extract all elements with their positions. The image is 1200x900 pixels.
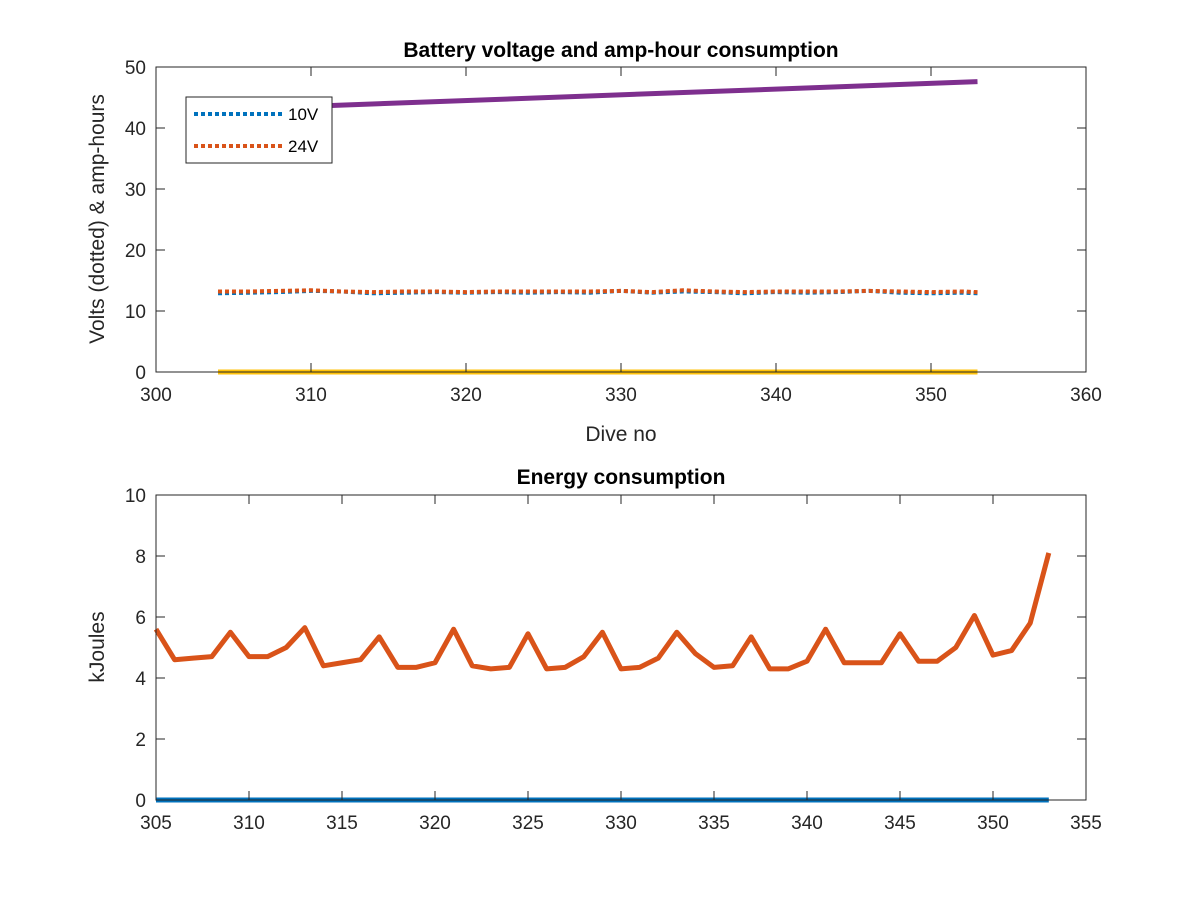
- legend-label-10v: 10V: [288, 105, 319, 124]
- battery-chart: 300 310 320 330 340 350 360 0 10 20 30 40 50 Battery…: [86, 39, 1102, 446]
- energy-chart-y-tick-label: 0: [135, 791, 146, 812]
- battery-chart-y-tick-label: 0: [135, 363, 146, 384]
- energy-chart: 305 310 315 320 325 330 335 340 345 350 355 0 2 4 6 8 10…: [86, 466, 1102, 834]
- energy-chart-x-tick-label: 315: [326, 813, 358, 834]
- energy-chart-y-tick-label: 8: [135, 547, 146, 568]
- energy-chart-x-tick-label: 340: [791, 813, 823, 834]
- legend-label-24v: 24V: [288, 137, 319, 156]
- battery-chart-series-line-3: [217, 79, 978, 113]
- energy-chart-y-tick-label: 4: [135, 669, 146, 690]
- energy-chart-x-tick-label: 350: [977, 813, 1009, 834]
- battery-chart-x-tick-label: 300: [140, 385, 172, 406]
- energy-chart-x-tick-label: 355: [1070, 813, 1102, 834]
- battery-chart-y-tick-label: 50: [125, 58, 146, 79]
- energy-chart-title: Energy consumption: [517, 466, 726, 489]
- energy-chart-x-tick-label: 305: [140, 813, 172, 834]
- energy-chart-y-tick-label: 2: [135, 730, 146, 751]
- battery-chart-y-tick-label: 20: [125, 241, 146, 262]
- energy-chart-x-tick-label: 335: [698, 813, 730, 834]
- energy-chart-ticks: 305 310 315 320 325 330 335 340 345 350 355 0 2 4 6 8 10: [125, 486, 1102, 834]
- battery-chart-y-axis-label: Volts (dotted) & amp-hours: [86, 94, 109, 344]
- battery-chart-x-tick-label: 360: [1070, 385, 1102, 406]
- energy-chart-y-axis-label: kJoules: [86, 611, 109, 682]
- energy-chart-x-tick-label: 330: [605, 813, 637, 834]
- energy-chart-x-tick-label: 325: [512, 813, 544, 834]
- energy-chart-y-tick-label: 6: [135, 608, 146, 629]
- battery-chart-title: Battery voltage and amp-hour consumption: [403, 39, 838, 62]
- battery-chart-y-tick-label: 40: [125, 119, 146, 140]
- battery-chart-series-line-24v: [218, 288, 978, 295]
- energy-chart-x-tick-label: 320: [419, 813, 451, 834]
- energy-chart-x-tick-label: 345: [884, 813, 916, 834]
- battery-chart-x-tick-label: 350: [915, 385, 947, 406]
- battery-chart-x-tick-label: 330: [605, 385, 637, 406]
- battery-chart-y-tick-label: 10: [125, 302, 146, 323]
- energy-chart-series-line-1: [153, 552, 1052, 672]
- battery-chart-x-tick-label: 340: [760, 385, 792, 406]
- battery-chart-legend: 10V 24V: [185, 96, 333, 164]
- battery-chart-y-tick-label: 30: [125, 180, 146, 201]
- battery-chart-ticks: 300 310 320 330 340 350 360 0 10 20 30 40 50: [125, 58, 1102, 406]
- energy-chart-y-tick-label: 10: [125, 486, 146, 507]
- battery-chart-x-axis-label: Dive no: [585, 423, 656, 446]
- battery-chart-x-tick-label: 310: [295, 385, 327, 406]
- legend-box: [185, 96, 333, 164]
- energy-chart-x-tick-label: 310: [233, 813, 265, 834]
- battery-chart-x-tick-label: 320: [450, 385, 482, 406]
